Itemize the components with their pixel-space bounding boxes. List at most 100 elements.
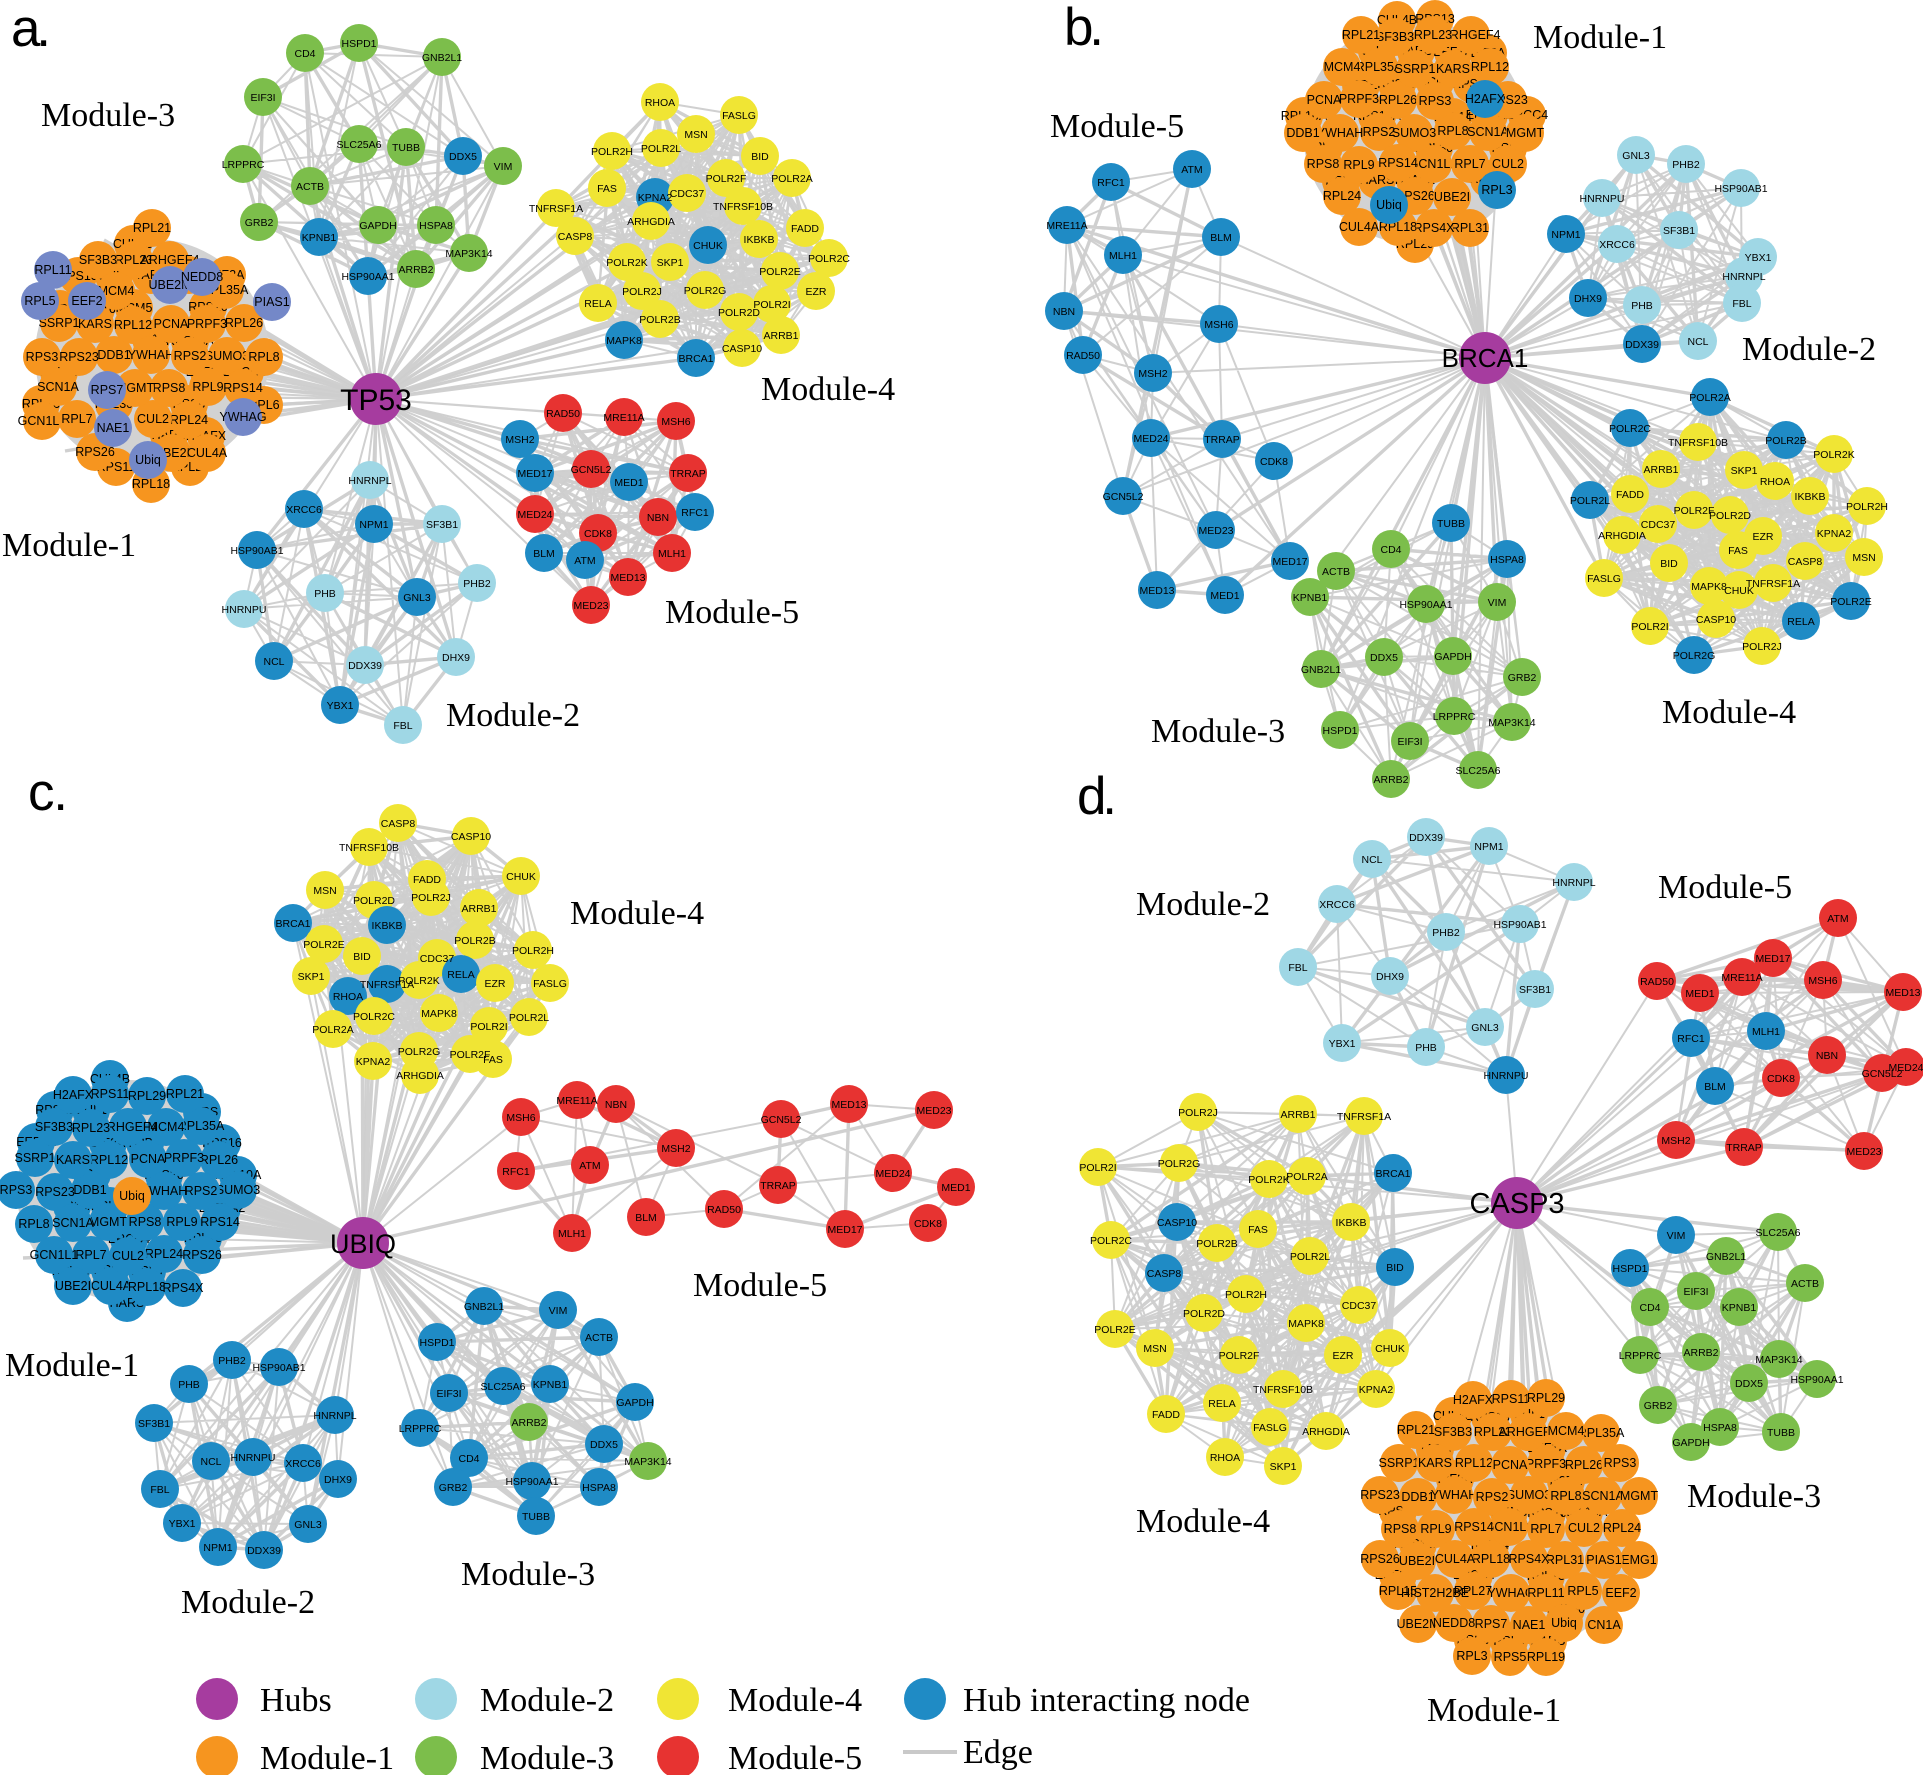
svg-text:YBX1: YBX1 (169, 1518, 196, 1530)
svg-text:RPL11: RPL11 (34, 263, 71, 277)
svg-text:Module-5: Module-5 (665, 594, 799, 631)
svg-text:GAPDH: GAPDH (616, 1397, 653, 1409)
svg-text:RPL15: RPL15 (1379, 1584, 1417, 1598)
svg-text:EIF3I: EIF3I (250, 92, 275, 104)
svg-text:MED1: MED1 (1210, 590, 1239, 602)
svg-text:RPS26: RPS26 (182, 1248, 222, 1262)
svg-text:HSP90AA1: HSP90AA1 (1399, 599, 1452, 611)
svg-text:RAD50: RAD50 (1640, 976, 1674, 988)
svg-text:SLC25A6: SLC25A6 (1456, 765, 1501, 777)
svg-text:DHX9: DHX9 (1376, 971, 1404, 983)
svg-text:UBE2I: UBE2I (1399, 1554, 1435, 1568)
svg-text:POLR2K: POLR2K (1813, 449, 1854, 461)
svg-text:KARS: KARS (78, 317, 112, 331)
svg-text:POLR2G: POLR2G (1673, 650, 1716, 662)
svg-text:POLR2J: POLR2J (1178, 1107, 1218, 1119)
svg-text:MED23: MED23 (573, 600, 608, 612)
svg-text:ATM: ATM (1827, 913, 1848, 925)
svg-text:ACTB: ACTB (1791, 1278, 1819, 1290)
svg-text:POLR2D: POLR2D (718, 307, 760, 319)
svg-text:CUL2: CUL2 (137, 412, 169, 426)
svg-text:NCL: NCL (263, 656, 284, 668)
svg-text:RPL21: RPL21 (166, 1087, 204, 1101)
svg-text:ARHGDIA: ARHGDIA (627, 216, 675, 228)
svg-text:Module-1: Module-1 (5, 1347, 139, 1384)
svg-text:ARRB1: ARRB1 (1280, 1109, 1315, 1121)
svg-text:CASP3: CASP3 (1469, 1188, 1564, 1220)
svg-text:ARHGDIA: ARHGDIA (396, 1070, 444, 1082)
svg-text:MSN: MSN (1852, 552, 1875, 564)
svg-text:FASLG: FASLG (1253, 1422, 1287, 1434)
svg-text:DHX9: DHX9 (442, 652, 470, 664)
svg-text:CDC37: CDC37 (1342, 1300, 1377, 1312)
svg-text:PCNA: PCNA (131, 1152, 166, 1166)
svg-text:GRB2: GRB2 (1508, 672, 1537, 684)
svg-text:NEDD8: NEDD8 (1433, 1616, 1475, 1630)
svg-text:ATM: ATM (574, 555, 595, 567)
svg-text:Module-4: Module-4 (761, 371, 895, 408)
svg-text:RPL26: RPL26 (200, 1153, 238, 1167)
svg-text:RPL7: RPL7 (75, 1248, 106, 1262)
svg-text:RAD50: RAD50 (707, 1204, 741, 1216)
svg-text:EEF2: EEF2 (1605, 1586, 1636, 1600)
svg-text:CASP8: CASP8 (558, 231, 593, 243)
svg-text:MAPK8: MAPK8 (606, 335, 642, 347)
svg-text:SCN1A: SCN1A (1582, 1489, 1624, 1503)
svg-text:EIF3I: EIF3I (1397, 736, 1422, 748)
svg-text:SKP1: SKP1 (1270, 1461, 1297, 1473)
svg-text:MCM4: MCM4 (1324, 60, 1361, 74)
svg-text:RFC1: RFC1 (1097, 177, 1125, 189)
svg-text:LRPPRC: LRPPRC (1433, 711, 1476, 723)
svg-text:ARHGEF4: ARHGEF4 (98, 1120, 157, 1134)
svg-text:MED17: MED17 (517, 468, 552, 480)
svg-text:MSH6: MSH6 (661, 416, 690, 428)
svg-text:EZR: EZR (485, 978, 506, 990)
svg-text:CUL2: CUL2 (112, 1249, 144, 1263)
svg-text:RPS2: RPS2 (185, 1184, 218, 1198)
svg-text:RPL12: RPL12 (90, 1153, 128, 1167)
svg-text:LRPPRC: LRPPRC (1619, 1350, 1662, 1362)
svg-text:RFC1: RFC1 (1677, 1033, 1705, 1045)
svg-text:POLR2D: POLR2D (1709, 510, 1751, 522)
svg-text:RPS3: RPS3 (1604, 1456, 1637, 1470)
svg-text:RPL18: RPL18 (1472, 1552, 1510, 1566)
svg-text:GNL3: GNL3 (1622, 150, 1650, 162)
svg-text:RPS7: RPS7 (1475, 1617, 1508, 1631)
svg-text:CUL4A: CUL4A (187, 446, 228, 460)
svg-text:POLR2H: POLR2H (1846, 501, 1888, 513)
svg-text:POLR2E: POLR2E (1094, 1324, 1135, 1336)
svg-text:MLH1: MLH1 (1109, 250, 1137, 262)
svg-text:VIM: VIM (549, 1305, 568, 1317)
svg-text:RPS26: RPS26 (75, 445, 115, 459)
svg-text:RPL35A: RPL35A (1578, 1426, 1625, 1440)
svg-text:CUL2: CUL2 (1492, 157, 1524, 171)
svg-text:RHOA: RHOA (645, 97, 675, 109)
svg-text:POLR2C: POLR2C (353, 1011, 395, 1023)
svg-text:TRRAP: TRRAP (1726, 1142, 1762, 1154)
svg-text:FAS: FAS (1728, 545, 1748, 557)
svg-text:NPM1: NPM1 (1551, 229, 1580, 241)
svg-text:POLR2J: POLR2J (1742, 641, 1782, 653)
svg-text:PHB: PHB (1631, 300, 1653, 312)
svg-text:POLR2L: POLR2L (1570, 495, 1610, 507)
svg-text:CDC37: CDC37 (420, 953, 455, 965)
svg-text:MGMT: MGMT (1506, 126, 1545, 140)
svg-text:GNB2L1: GNB2L1 (464, 1301, 504, 1313)
svg-text:YBX1: YBX1 (327, 700, 354, 712)
svg-text:RPS23: RPS23 (1360, 1488, 1400, 1502)
svg-text:DDX39: DDX39 (247, 1545, 281, 1557)
svg-text:POLR2C: POLR2C (1609, 423, 1651, 435)
svg-text:HSPA8: HSPA8 (582, 1482, 616, 1494)
svg-text:RPL31: RPL31 (1546, 1553, 1584, 1567)
svg-text:SLC25A6: SLC25A6 (337, 139, 382, 151)
svg-text:PRPF3: PRPF3 (1526, 1457, 1566, 1471)
svg-text:YWHAG: YWHAG (1487, 1586, 1534, 1600)
svg-text:CD4: CD4 (294, 48, 315, 60)
svg-text:SCN1A: SCN1A (1467, 125, 1509, 139)
svg-text:CN1A: CN1A (1587, 1618, 1621, 1632)
svg-text:PHB2: PHB2 (1432, 927, 1460, 939)
svg-text:POLR2F: POLR2F (706, 173, 747, 185)
svg-text:CD4: CD4 (1380, 544, 1401, 556)
svg-text:SUMO3: SUMO3 (1392, 126, 1437, 140)
svg-text:MCM4: MCM4 (1548, 1424, 1585, 1438)
